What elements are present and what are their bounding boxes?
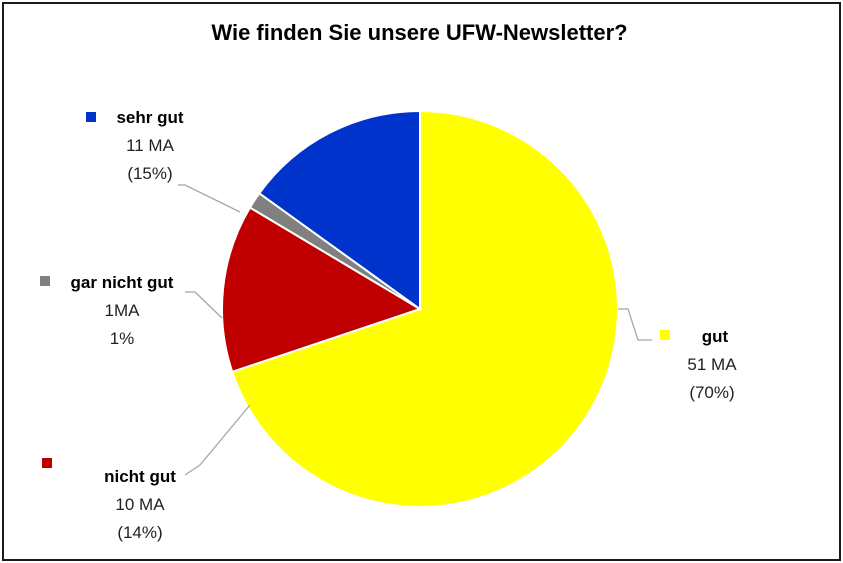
label-marker-nicht-gut [42,458,52,468]
data-label-count-gut: 51 MA [687,355,737,374]
data-label-name-nicht-gut: nicht gut [104,467,176,486]
data-label-count-nicht-gut: 10 MA [115,495,165,514]
data-label-percent-gut: (70%) [689,383,734,402]
pie-slice-sehr-gut [257,109,421,311]
leader-line-gar-nicht-gut [185,291,223,319]
leader-line-sehr-gut [178,184,241,213]
chart-title: Wie finden Sie unsere UFW-Newsletter? [211,20,628,45]
pie-slice-gut [230,109,619,508]
label-marker-sehr-gut [86,112,96,122]
leader-line-gut [618,308,652,341]
label-marker-gut [660,330,670,340]
pie-slice-nicht-gut [221,206,423,374]
leader-line-nicht-gut [184,404,251,476]
data-label-count-gar-nicht-gut: 1MA [105,301,141,320]
data-label-name-gar-nicht-gut: gar nicht gut [71,273,174,292]
data-label-count-sehr-gut: 11 MA [126,136,175,155]
data-label-name-gut: gut [702,327,729,346]
data-label-percent-nicht-gut: (14%) [117,523,162,542]
data-label-percent-gar-nicht-gut: 1% [110,329,135,348]
data-label-name-sehr-gut: sehr gut [116,108,183,127]
data-label-percent-sehr-gut: (15%) [127,164,172,183]
label-marker-gar-nicht-gut [40,276,50,286]
